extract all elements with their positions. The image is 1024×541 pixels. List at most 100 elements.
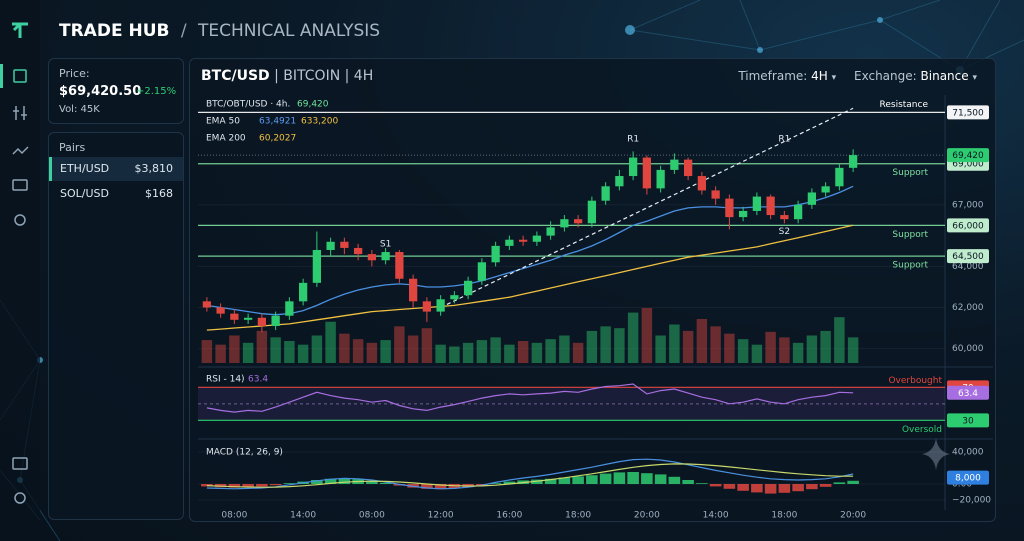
y-tick-label: 40,000 [952,448,984,458]
nav-chart[interactable] [13,69,27,83]
macd-bar [434,484,447,490]
macd-bar [503,481,516,484]
level-label-text: 71,500 [952,108,984,118]
nav-trend[interactable] [12,146,29,155]
volume-bar [490,337,501,363]
volume-bar [751,344,763,363]
last-price-text: 69,420 [952,151,984,161]
level-label-box [947,249,989,264]
annotation: R1 [627,135,639,145]
page-header: TRADE HUB / TECHNICAL ANALYSIS [59,21,380,41]
volume-bar [284,341,295,363]
macd-bar [242,484,254,487]
legend-entry: EMA 50 [206,117,240,127]
level-label-text: 66,000 [952,221,984,231]
nav-wallet[interactable] [12,179,28,191]
macd-bar [489,483,502,484]
nav-folder[interactable] [12,457,28,470]
level-name: Support [892,168,928,178]
volume-bar [696,319,708,363]
candle-body [629,157,638,177]
level-name: Support [892,230,928,240]
x-tick-label: 18:00 [771,511,797,521]
macd-line [206,463,854,488]
volume-bar [572,342,584,363]
macd-bar [544,478,557,484]
volume-bar [806,335,818,363]
volume-bar [655,335,666,363]
legend-value: 633,200 [301,117,338,127]
legend-label: BTC/OBT/USD · 4h. [206,100,290,110]
volume-bar [201,340,213,363]
nav-settings[interactable] [14,214,26,226]
volume-bar [669,324,680,363]
y-tick-label: 62,000 [952,303,984,313]
macd-bar [572,476,584,484]
macd-line [206,458,854,490]
nav-adjust[interactable] [13,106,27,120]
macd-bar [586,475,598,484]
volume-bar [339,333,350,363]
timeframe-select[interactable]: 4H [811,69,828,83]
macd-bar [269,484,282,486]
section-title: TECHNICAL ANALYSIS [198,21,381,41]
macd-bar [696,483,708,484]
macd-bar [421,484,433,489]
macd-bar [737,484,749,491]
volume-bar [641,308,653,363]
macd-bar [324,478,337,484]
candle-body [711,190,720,199]
macd-bar [751,484,763,493]
volume-bar [737,339,749,363]
pair-symbol: ETH/USD [60,162,110,175]
volume-bar [504,344,515,363]
nav-config[interactable] [14,492,26,504]
candle-body [464,280,473,296]
y-tick-label: 67,000 [952,200,984,210]
volume-bar [847,337,859,363]
candle-body [381,252,390,261]
price-label: Price: [59,67,90,80]
macd-bar [819,484,832,487]
candle-body [752,196,761,211]
volume-bar [531,342,543,363]
macd-bar [338,478,351,484]
candle-body [794,204,803,220]
x-tick-label: 14:00 [703,511,729,521]
macd-bar [668,476,681,484]
y-tick-label: 64,000 [952,262,984,272]
candle-body [780,215,789,220]
macd-bar [627,472,639,484]
pair-row[interactable]: SOL/USD $168 [49,183,183,207]
rsi-line [206,383,854,413]
exchange-select[interactable]: Binance [920,69,969,83]
rsi-last-box [947,385,989,400]
chart-heading: BTC/USD | BITCOIN | 4H [201,68,373,84]
macd-bar [764,484,777,494]
volume-bar [297,344,309,363]
volume-bar [517,341,529,363]
candle-body [615,176,624,187]
logo [12,22,28,38]
level-name: Support [892,261,928,271]
candle-body [230,313,239,320]
pair-price: $168 [145,187,173,200]
candle-body [725,198,734,218]
candle-body [367,254,376,261]
rsi-title: RSI - 14) [206,375,245,385]
candle-body [601,186,610,201]
annotation: S2 [779,227,790,237]
volume-bar [256,330,268,363]
candle-body [835,167,844,187]
macd-bar [778,484,791,493]
candle-body [821,186,830,193]
pair-row[interactable]: ETH/USD $3,810 [49,157,183,181]
candle-body [299,282,308,302]
rsi-last-text: 63.4 [958,389,978,399]
macd-bar [599,473,612,484]
volume-bar [366,342,378,363]
rsi-level-name: Overbought [888,376,942,386]
x-tick-label: 08:00 [221,511,247,521]
x-tick-label: 20:00 [840,511,866,521]
